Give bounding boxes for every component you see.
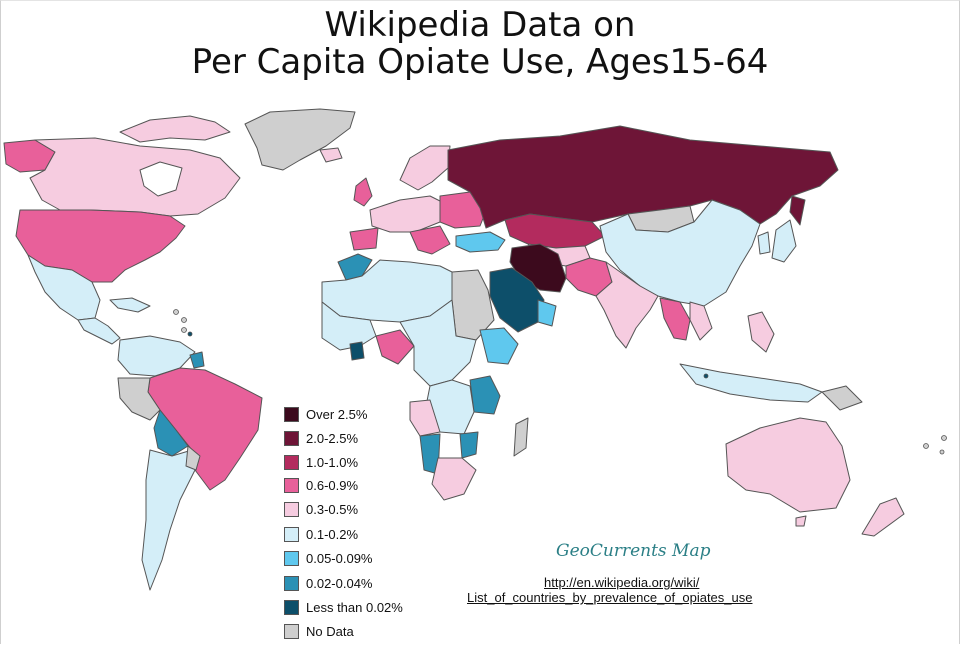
legend-swatch [284, 502, 299, 517]
legend-swatch [284, 478, 299, 493]
source-link-line-2[interactable]: List_of_countries_by_prevalence_of_opiat… [467, 590, 753, 605]
legend-swatch [284, 527, 299, 542]
island-marker [187, 331, 193, 337]
region-madagascar [513, 417, 529, 457]
legend-label: 1.0-1.0% [306, 455, 359, 470]
region-paraguay [185, 445, 201, 471]
legend-item: Over 2.5% [284, 406, 444, 424]
map-title-line-1: Wikipedia Data on [324, 5, 636, 45]
region-philippines [747, 311, 775, 353]
island-marker [941, 435, 947, 441]
region-angola [409, 399, 441, 437]
island-marker [181, 317, 187, 323]
region-greenland [244, 108, 356, 171]
island-marker [181, 327, 187, 333]
region-ghana [349, 341, 365, 361]
legend-label: Over 2.5% [306, 407, 368, 422]
region-italy-balkans [409, 225, 451, 255]
legend-item: Less than 0.02% [284, 599, 444, 617]
legend-label: No Data [306, 624, 354, 639]
island-marker [923, 443, 929, 449]
region-central-africa [399, 299, 477, 387]
region-morocco [337, 253, 373, 281]
legend-item: 0.05-0.09% [284, 550, 444, 568]
legend-item: 0.1-0.2% [284, 526, 444, 544]
region-arctic-islands-ca [119, 115, 231, 143]
region-turkey [455, 231, 506, 253]
region-korea [757, 231, 771, 255]
legend-label: 0.3-0.5% [306, 502, 359, 517]
source-link-line-1[interactable]: http://en.wikipedia.org/wiki/ [544, 575, 700, 590]
island-marker [173, 309, 179, 315]
legend-swatch [284, 576, 299, 591]
legend-label: 0.6-0.9% [306, 478, 359, 493]
region-iberia [349, 227, 379, 251]
region-guyana [189, 351, 205, 369]
region-new-zealand [861, 497, 905, 537]
legend-label: 0.05-0.09% [306, 551, 373, 566]
legend-swatch [284, 455, 299, 470]
region-nigeria [375, 329, 415, 365]
region-vietnam-laos [689, 301, 713, 341]
geocurrents-credit: GeoCurrents Map [556, 541, 711, 561]
region-central-america [77, 317, 121, 345]
region-australia [725, 417, 851, 513]
legend-item: No Data [284, 623, 444, 641]
region-kamchatka [789, 195, 806, 226]
legend-swatch [284, 551, 299, 566]
legend-swatch [284, 431, 299, 446]
legend-item: 0.3-0.5% [284, 501, 444, 519]
legend-item: 1.0-1.0% [284, 454, 444, 472]
legend-label: 2.0-2.5% [306, 431, 359, 446]
island-marker [703, 373, 709, 379]
region-mozambique [459, 431, 479, 459]
legend-item: 2.0-2.5% [284, 430, 444, 448]
legend-swatch [284, 600, 299, 615]
region-kenya-tanzania [469, 375, 501, 415]
legend-item: 0.02-0.04% [284, 575, 444, 593]
region-tasmania [795, 515, 807, 527]
region-myanmar-thailand [659, 297, 691, 341]
region-scandinavia [399, 145, 451, 191]
region-peru [117, 377, 161, 421]
region-ethiopia [479, 327, 519, 365]
region-west-africa [321, 301, 377, 351]
region-japan [771, 219, 797, 263]
region-malaysia-indonesia [679, 363, 823, 403]
legend-label: 0.02-0.04% [306, 576, 373, 591]
region-uk [353, 177, 373, 207]
island-marker [939, 449, 945, 455]
legend-label: 0.1-0.2% [306, 527, 359, 542]
region-argentina-chile [141, 449, 196, 591]
legend-swatch [284, 407, 299, 422]
region-new-guinea [821, 385, 863, 411]
region-iceland [319, 147, 343, 163]
map-title-line-2: Per Capita Opiate Use, Ages15-64 [191, 42, 769, 82]
legend-item: 0.6-0.9% [284, 477, 444, 495]
region-india [595, 261, 659, 349]
region-hudson-bay [139, 161, 183, 197]
region-caribbean [109, 297, 151, 313]
legend-label: Less than 0.02% [306, 600, 403, 615]
region-kazakhstan [504, 213, 606, 249]
region-canada [29, 137, 241, 217]
legend-swatch [284, 624, 299, 639]
region-south-africa [431, 457, 477, 501]
region-gulf-states [537, 299, 557, 327]
